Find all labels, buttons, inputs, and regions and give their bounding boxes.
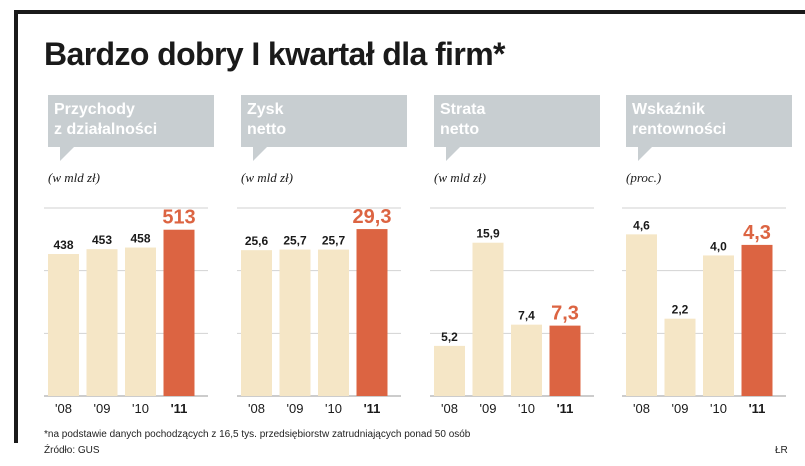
x-tick-label: '10 <box>710 401 727 416</box>
chart-header-bubble <box>48 95 214 161</box>
chart-header-bubble <box>241 95 407 161</box>
data-label: 4,6 <box>633 218 650 232</box>
author-credit: ŁR <box>775 445 788 456</box>
bar <box>472 242 504 396</box>
frame-top-border <box>14 10 805 14</box>
footnote: *na podstawie danych pochodzących z 16,5… <box>44 429 471 440</box>
chart-unit-label: (w mld zł) <box>434 170 486 185</box>
bar <box>703 255 734 396</box>
data-label: 25,6 <box>245 234 269 248</box>
chart-title-line: netto <box>247 121 286 138</box>
bar <box>48 254 79 396</box>
chart-title-line: Zysk <box>247 101 284 118</box>
x-tick-label: '08 <box>633 401 650 416</box>
x-tick-label: '09 <box>94 401 111 416</box>
bar <box>163 229 195 396</box>
bar <box>241 250 272 396</box>
data-label: 453 <box>92 233 112 247</box>
data-label: 2,2 <box>672 303 689 317</box>
chart-unit-label: (w mld zł) <box>48 170 100 185</box>
data-label: 438 <box>53 238 73 252</box>
x-tick-label: '10 <box>132 401 149 416</box>
bar <box>664 318 696 396</box>
x-tick-label: '10 <box>518 401 535 416</box>
chart-title-line: Wskaźnik <box>632 101 705 118</box>
bar <box>125 247 156 396</box>
data-label: 4,0 <box>710 239 727 253</box>
page-title: Bardzo dobry I kwartał dla firm* <box>44 36 506 72</box>
data-label: 29,3 <box>353 206 392 228</box>
chart-title-line: netto <box>440 121 479 138</box>
x-tick-label: '08 <box>55 401 72 416</box>
x-tick-label: '11 <box>364 401 381 416</box>
bar <box>511 324 542 396</box>
frame-left-border <box>14 10 18 443</box>
data-label: 7,3 <box>551 303 579 325</box>
x-tick-label: '09 <box>287 401 304 416</box>
chart-header-bubble <box>626 95 792 161</box>
x-tick-label: '11 <box>171 401 188 416</box>
bar <box>434 345 465 396</box>
chart-unit-label: (w mld zł) <box>241 170 293 185</box>
chart-title-line: z działalności <box>54 121 157 138</box>
chart-title-line: rentowności <box>632 121 726 138</box>
data-label: 513 <box>162 207 195 229</box>
x-tick-label: '09 <box>480 401 497 416</box>
data-label: 25,7 <box>283 234 307 248</box>
bar <box>549 325 581 396</box>
x-tick-label: '09 <box>672 401 689 416</box>
source-note: Źródło: GUS <box>44 445 100 456</box>
bar <box>626 234 657 396</box>
x-tick-label: '08 <box>248 401 265 416</box>
chart-header-bubble <box>434 95 600 161</box>
bar <box>86 249 118 396</box>
chart-title-line: Przychody <box>54 101 135 118</box>
bar <box>741 244 773 396</box>
bar <box>279 249 311 396</box>
chart-unit-label: (proc.) <box>626 170 661 185</box>
x-tick-label: '11 <box>749 401 766 416</box>
data-label: 15,9 <box>476 227 500 241</box>
data-label: 458 <box>130 232 150 246</box>
x-tick-label: '08 <box>441 401 458 416</box>
bar <box>318 249 349 396</box>
data-label: 5,2 <box>441 330 458 344</box>
chart-title-line: Strata <box>440 101 485 118</box>
data-label: 25,7 <box>322 234 346 248</box>
bar <box>356 229 388 396</box>
x-tick-label: '11 <box>557 401 574 416</box>
data-label: 4,3 <box>743 222 771 244</box>
data-label: 7,4 <box>518 309 535 323</box>
x-tick-label: '10 <box>325 401 342 416</box>
